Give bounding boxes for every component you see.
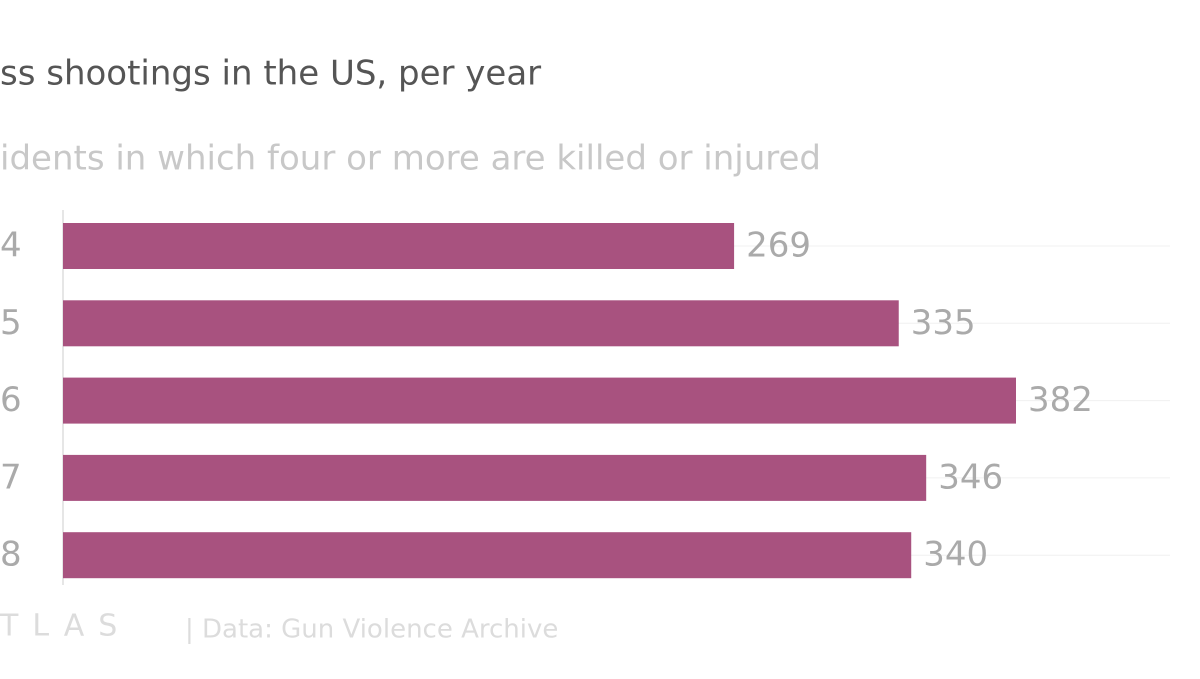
y-tick-label: 7	[0, 457, 22, 497]
y-tick-label: 6	[0, 380, 22, 420]
bar	[63, 223, 735, 269]
chart-title: ss shootings in the US, per year	[0, 54, 541, 94]
y-tick-label: 5	[0, 303, 22, 343]
logo: TLAS	[0, 609, 131, 644]
value-label: 382	[1028, 380, 1093, 420]
value-label: 269	[746, 226, 811, 266]
bar	[63, 300, 899, 347]
value-label: 335	[911, 303, 976, 343]
chart-subtitle: idents in which four or more are killed …	[0, 139, 821, 179]
bar	[63, 532, 912, 579]
y-tick-label: 8	[0, 535, 22, 575]
source: | Data: Gun Violence Archive	[185, 615, 558, 645]
value-label: 346	[938, 457, 1003, 497]
value-label: 340	[923, 535, 988, 575]
bar	[63, 377, 1016, 424]
y-tick-label: 4	[0, 226, 22, 266]
bar	[63, 454, 927, 501]
